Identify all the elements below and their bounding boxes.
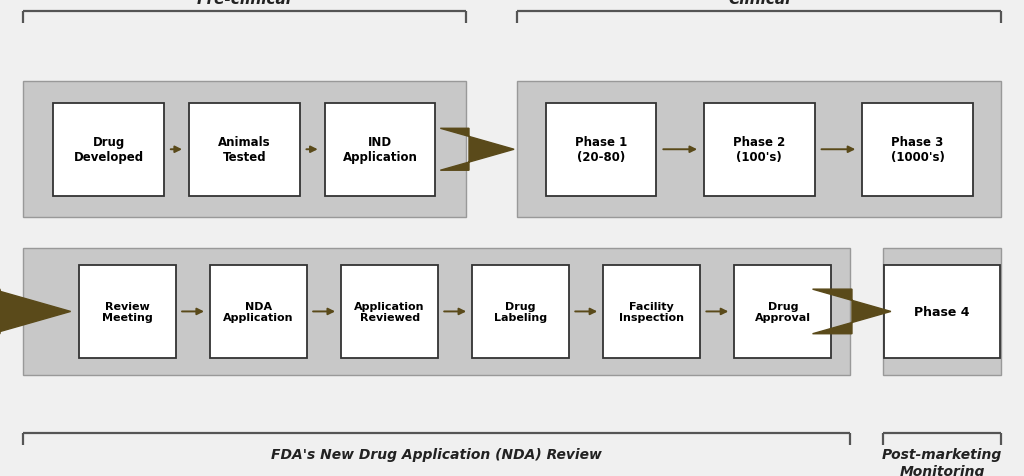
Text: Phase 2
(100's): Phase 2 (100's) [733,136,785,164]
Bar [883,249,1001,375]
Text: Clinical: Clinical [728,0,791,7]
Bar [862,104,973,197]
Bar [341,266,438,358]
Bar [603,266,700,358]
Bar [884,266,1000,358]
Text: Post-marketing
Monitoring: Post-marketing Monitoring [882,447,1002,476]
Text: Phase 1
(20-80): Phase 1 (20-80) [574,136,628,164]
Bar [188,104,299,197]
Bar [705,104,815,197]
Text: Pre-clinical: Pre-clinical [197,0,292,7]
Text: Review
Meeting: Review Meeting [102,301,153,323]
Bar [23,82,466,218]
Bar [472,266,569,358]
Text: FDA's New Drug Application (NDA) Review: FDA's New Drug Application (NDA) Review [270,447,602,461]
Bar [79,266,176,358]
Text: Drug
Developed: Drug Developed [74,136,143,164]
Text: Phase 3
(1000's): Phase 3 (1000's) [891,136,944,164]
Text: Application
Reviewed: Application Reviewed [354,301,425,323]
Bar [546,104,656,197]
Bar [53,104,164,197]
Polygon shape [0,289,71,334]
Bar [517,82,1001,218]
Text: IND
Application: IND Application [342,136,418,164]
Bar [23,249,850,375]
Text: NDA
Application: NDA Application [223,301,294,323]
Text: Phase 4: Phase 4 [914,305,970,318]
Text: Drug
Approval: Drug Approval [755,301,811,323]
Bar [210,266,307,358]
Bar [325,104,435,197]
Text: Drug
Labeling: Drug Labeling [495,301,547,323]
Text: Facility
Inspection: Facility Inspection [620,301,684,323]
Bar [734,266,831,358]
Polygon shape [440,129,514,171]
Polygon shape [813,289,891,334]
Text: Animals
Tested: Animals Tested [218,136,270,164]
